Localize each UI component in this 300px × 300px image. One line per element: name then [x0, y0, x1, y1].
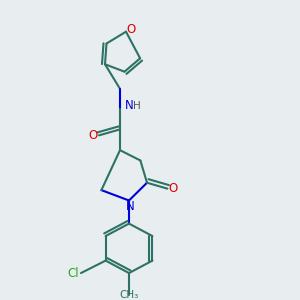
Text: O: O — [127, 23, 136, 36]
Text: N: N — [124, 99, 134, 112]
Text: O: O — [169, 182, 178, 195]
Text: H: H — [133, 101, 140, 111]
Text: N: N — [125, 200, 134, 213]
Text: CH₃: CH₃ — [119, 290, 139, 300]
Text: Cl: Cl — [68, 267, 79, 280]
Text: O: O — [88, 129, 98, 142]
